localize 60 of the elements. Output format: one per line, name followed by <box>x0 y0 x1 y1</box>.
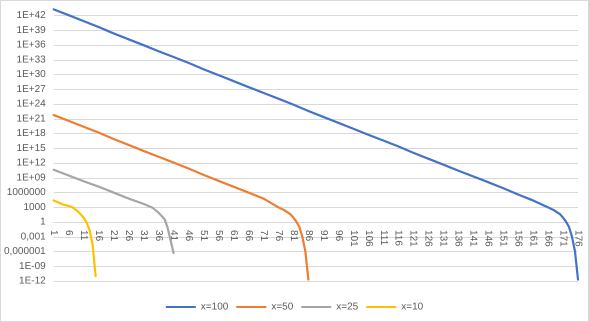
legend-label: x=50 <box>271 302 294 312</box>
x-tick-label: 131 <box>438 230 449 248</box>
y-tick-label: 1E+15 <box>16 142 46 154</box>
x-tick-label: 171 <box>558 230 569 248</box>
x-tick-label: 41 <box>168 230 180 242</box>
y-tick-label: 0,001 <box>20 231 46 242</box>
y-tick-label: 1E+18 <box>16 128 46 140</box>
x-tick-label: 26 <box>123 230 134 242</box>
y-tick-label: 1E+30 <box>16 69 46 80</box>
x-tick-label: 1 <box>48 230 60 236</box>
x-tick-label: 166 <box>542 230 554 248</box>
y-tick-label: 1E+27 <box>16 84 46 95</box>
y-tick-label: 1E-12 <box>19 276 46 286</box>
x-tick-label: 136 <box>452 230 464 248</box>
x-tick-label: 51 <box>198 230 210 242</box>
x-tick-label: 151 <box>498 230 509 248</box>
legend-label: x=10 <box>401 302 424 312</box>
x-tick-label: 21 <box>108 230 120 242</box>
x-tick-label: 76 <box>272 230 284 242</box>
x-tick-label: 81 <box>288 230 299 242</box>
y-tick-label: 1E+09 <box>16 172 46 184</box>
x-tick-label: 106 <box>362 230 374 248</box>
y-tick-label: 1E+36 <box>16 40 46 51</box>
x-tick-label: 156 <box>512 230 524 248</box>
y-tick-label: 1E+42 <box>16 10 46 22</box>
y-tick-label: 1E-09 <box>19 260 46 272</box>
y-tick-label: 1E+39 <box>16 24 46 36</box>
y-tick-label: 1E+12 <box>16 158 46 169</box>
y-tick-label: 1E+33 <box>16 54 46 66</box>
x-tick-label: 121 <box>408 230 419 248</box>
x-tick-label: 46 <box>183 230 194 242</box>
x-tick-label: 6 <box>63 230 74 236</box>
x-tick-label: 66 <box>242 230 254 242</box>
x-tick-label: 36 <box>153 230 164 242</box>
x-tick-label: 176 <box>572 230 584 248</box>
x-tick-label: 111 <box>378 230 389 246</box>
legend-label: x=100 <box>200 302 229 312</box>
x-tick-label: 146 <box>482 230 494 248</box>
x-tick-label: 101 <box>348 230 359 248</box>
line-series <box>52 199 97 278</box>
x-tick-label: 61 <box>228 230 239 242</box>
x-tick-label: 56 <box>212 230 224 242</box>
legend-label: x=25 <box>336 302 359 312</box>
x-tick-label: 161 <box>528 230 539 248</box>
x-tick-label: 116 <box>392 230 404 246</box>
x-tick-label: 91 <box>318 230 329 242</box>
x-tick-label: 16 <box>93 230 104 242</box>
x-tick-label: 141 <box>468 230 479 248</box>
x-tick-label: 11 <box>78 230 90 241</box>
x-tick-label: 96 <box>332 230 344 242</box>
y-tick-label: 1000 <box>23 202 46 213</box>
x-tick-label: 86 <box>302 230 314 242</box>
x-tick-label: 31 <box>138 230 150 242</box>
y-tick-label: 1E+24 <box>16 98 46 110</box>
y-tick-label: 1 <box>40 216 46 228</box>
x-tick-label: 126 <box>422 230 434 248</box>
y-tick-label: 1E+21 <box>16 113 46 124</box>
x-tick-label: 71 <box>258 230 269 242</box>
y-tick-label: 0,000001 <box>4 246 46 258</box>
y-tick-label: 1000000 <box>6 187 46 198</box>
